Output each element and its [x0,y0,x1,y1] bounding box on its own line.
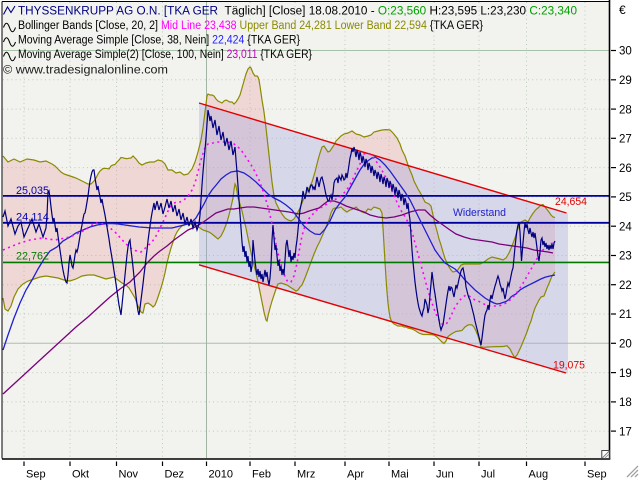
svg-text:Sep: Sep [587,469,607,480]
svg-text:27: 27 [619,134,632,146]
svg-text:26: 26 [619,163,632,175]
svg-text:17: 17 [619,426,632,438]
svg-text:2010: 2010 [209,469,233,480]
svg-text:22: 22 [619,280,632,292]
svg-text:21: 21 [619,309,632,321]
svg-text:18: 18 [619,397,632,409]
svg-text:THYSSENKRUPP AG O.N. [TKA GER: THYSSENKRUPP AG O.N. [TKA GER Täglich] [… [18,6,577,18]
svg-text:Widerstand: Widerstand [453,207,506,219]
svg-text:Jul: Jul [481,469,495,480]
svg-text:Dez: Dez [165,469,185,480]
svg-text:30: 30 [619,46,632,58]
svg-text:€: € [619,3,626,17]
svg-text:Apr: Apr [347,469,364,480]
svg-text:25,035: 25,035 [16,185,49,197]
svg-text:Aug: Aug [529,469,549,480]
svg-text:24: 24 [619,221,632,233]
svg-text:Nov: Nov [119,469,139,480]
svg-text:Moving Average Simple [Close,: Moving Average Simple [Close, 38, Nein] … [18,35,300,47]
svg-text:23: 23 [619,251,632,263]
svg-text:Okt: Okt [72,469,89,480]
svg-text:Feb: Feb [252,469,271,480]
svg-text:24,654: 24,654 [555,196,587,208]
svg-text:20: 20 [619,339,632,351]
svg-text:19: 19 [619,368,632,380]
svg-text:19,075: 19,075 [553,360,585,372]
svg-text:Jun: Jun [436,469,454,480]
svg-text:© www.tradesignalonline.com: © www.tradesignalonline.com [3,65,168,77]
svg-text:Bollinger Bands [Close, 20, 2]: Bollinger Bands [Close, 20, 2] Mid Line … [18,20,483,32]
svg-text:Sep: Sep [26,469,46,480]
svg-text:25: 25 [619,192,632,204]
svg-text:Mrz: Mrz [297,469,315,480]
svg-text:Moving Average Simple(2) [Clos: Moving Average Simple(2) [Close, 100, Ne… [18,49,312,61]
svg-text:22,762: 22,762 [16,251,49,263]
svg-text:29: 29 [619,75,632,87]
svg-text:Mai: Mai [391,469,409,480]
svg-text:28: 28 [619,104,632,116]
svg-text:24,114: 24,114 [16,212,49,224]
